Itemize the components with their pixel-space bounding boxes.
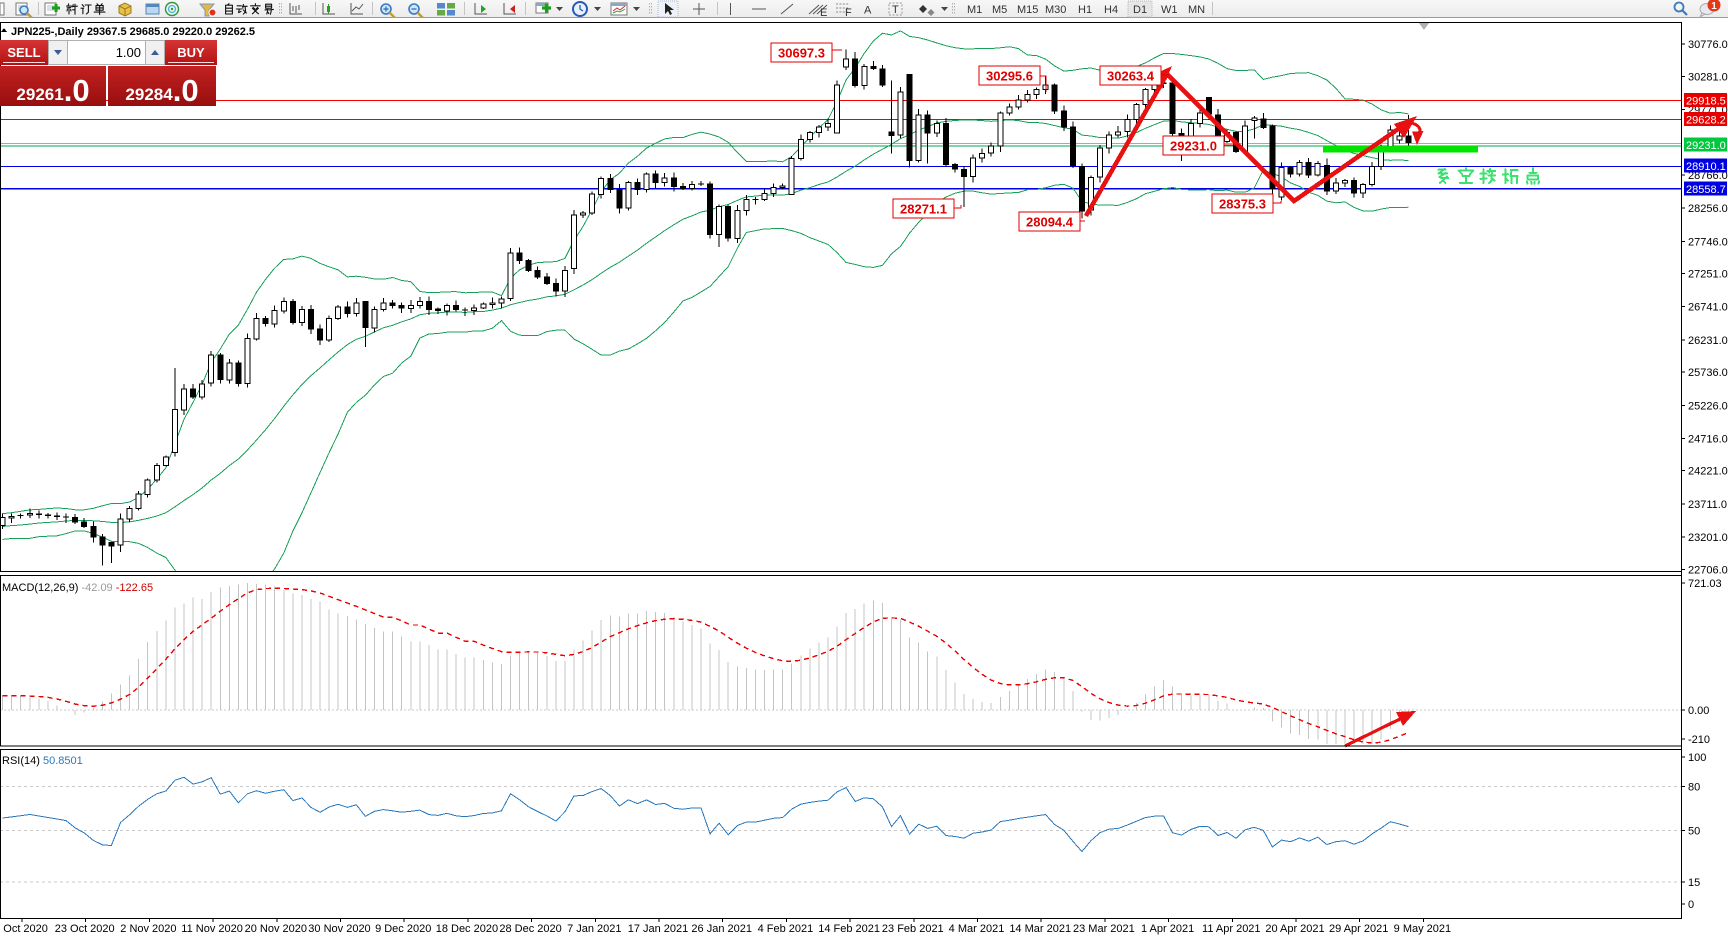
svg-text:28766.0: 28766.0	[1688, 170, 1728, 182]
svg-text:24716.0: 24716.0	[1688, 434, 1728, 446]
svg-text:26741.0: 26741.0	[1688, 302, 1728, 314]
svg-text:1 Apr 2021: 1 Apr 2021	[1141, 923, 1194, 935]
svg-text:27746.0: 27746.0	[1688, 236, 1728, 248]
svg-text:M1: M1	[967, 4, 982, 16]
svg-text:28256.0: 28256.0	[1688, 203, 1728, 215]
svg-text:23201.0: 23201.0	[1688, 532, 1728, 544]
svg-text:23 Mar 2021: 23 Mar 2021	[1073, 923, 1135, 935]
svg-text:H4: H4	[1104, 4, 1118, 16]
svg-text:11 Nov 2020: 11 Nov 2020	[181, 923, 243, 935]
svg-text:28271.1: 28271.1	[900, 202, 947, 217]
svg-text:50: 50	[1688, 826, 1700, 838]
svg-text:18 Dec 2020: 18 Dec 2020	[436, 923, 498, 935]
svg-text:14 Mar 2021: 14 Mar 2021	[1009, 923, 1071, 935]
svg-text:M30: M30	[1045, 4, 1066, 16]
svg-text:23 Feb 2021: 23 Feb 2021	[882, 923, 944, 935]
svg-text:2 Nov 2020: 2 Nov 2020	[120, 923, 176, 935]
svg-text:11 Apr 2021: 11 Apr 2021	[1202, 923, 1261, 935]
svg-text:23711.0: 23711.0	[1688, 499, 1727, 511]
svg-text:W1: W1	[1161, 4, 1178, 16]
svg-text:30776.0: 30776.0	[1688, 39, 1728, 51]
svg-text:M5: M5	[992, 4, 1007, 16]
svg-text:4 Feb 2021: 4 Feb 2021	[758, 923, 814, 935]
svg-text:-210: -210	[1688, 734, 1710, 746]
svg-text:721.03: 721.03	[1688, 578, 1722, 590]
svg-text:F: F	[845, 7, 852, 18]
svg-text:30697.3: 30697.3	[778, 46, 825, 61]
svg-text:20 Apr 2021: 20 Apr 2021	[1265, 923, 1324, 935]
svg-text:4 Mar 2021: 4 Mar 2021	[949, 923, 1005, 935]
svg-text:29231.0: 29231.0	[1170, 139, 1217, 154]
svg-text:9 Dec 2020: 9 Dec 2020	[375, 923, 431, 935]
svg-text:29231.0: 29231.0	[1686, 140, 1726, 152]
svg-text:0.00: 0.00	[1688, 705, 1709, 717]
svg-text:28558.7: 28558.7	[1686, 184, 1726, 196]
svg-text:20 Nov 2020: 20 Nov 2020	[245, 923, 307, 935]
svg-text:15: 15	[1688, 877, 1700, 889]
svg-text:29628.2: 29628.2	[1686, 114, 1726, 126]
svg-text:RSI(14) 50.8501: RSI(14) 50.8501	[2, 755, 83, 767]
svg-text:A: A	[864, 5, 872, 17]
svg-text:E: E	[820, 7, 827, 18]
svg-text:27251.0: 27251.0	[1688, 269, 1728, 281]
svg-text:JPN225-,Daily 29367.5 29685.0: JPN225-,Daily 29367.5 29685.0 29220.0 29…	[11, 26, 255, 38]
svg-text:29 Apr 2021: 29 Apr 2021	[1329, 923, 1388, 935]
svg-text:25226.0: 25226.0	[1688, 400, 1728, 412]
svg-text:14 Feb 2021: 14 Feb 2021	[818, 923, 880, 935]
svg-text:28094.4: 28094.4	[1026, 215, 1074, 230]
svg-text:28375.3: 28375.3	[1219, 197, 1266, 212]
svg-text:D1: D1	[1133, 4, 1147, 16]
svg-text:MACD(12,26,9) -42.09 -122.65: MACD(12,26,9) -42.09 -122.65	[2, 582, 153, 594]
svg-text:24221.0: 24221.0	[1688, 466, 1728, 478]
svg-text:30295.6: 30295.6	[986, 69, 1033, 84]
svg-text:M15: M15	[1017, 4, 1038, 16]
svg-text:80: 80	[1688, 781, 1700, 793]
svg-text:30263.4: 30263.4	[1107, 69, 1155, 84]
svg-text:7 Jan 2021: 7 Jan 2021	[567, 923, 621, 935]
svg-text:100: 100	[1688, 752, 1706, 764]
svg-text:MN: MN	[1188, 4, 1205, 16]
svg-text:22706.0: 22706.0	[1688, 564, 1728, 576]
svg-text:T: T	[892, 4, 899, 16]
svg-text:0: 0	[1688, 899, 1694, 911]
svg-text:29918.5: 29918.5	[1686, 96, 1726, 108]
svg-text:28 Dec 2020: 28 Dec 2020	[499, 923, 561, 935]
svg-text:9 May 2021: 9 May 2021	[1394, 923, 1451, 935]
svg-text:17 Jan 2021: 17 Jan 2021	[628, 923, 689, 935]
svg-text:26 Jan 2021: 26 Jan 2021	[691, 923, 752, 935]
svg-text:28910.1: 28910.1	[1686, 161, 1726, 173]
svg-text:26231.0: 26231.0	[1688, 335, 1728, 347]
svg-text:H1: H1	[1078, 4, 1092, 16]
svg-text:25736.0: 25736.0	[1688, 367, 1728, 379]
svg-text:30 Nov 2020: 30 Nov 2020	[308, 923, 370, 935]
svg-text:4 Oct 2020: 4 Oct 2020	[0, 923, 48, 935]
svg-text:23 Oct 2020: 23 Oct 2020	[55, 923, 115, 935]
svg-text:30281.0: 30281.0	[1688, 71, 1728, 83]
svg-text:1: 1	[1711, 1, 1717, 12]
